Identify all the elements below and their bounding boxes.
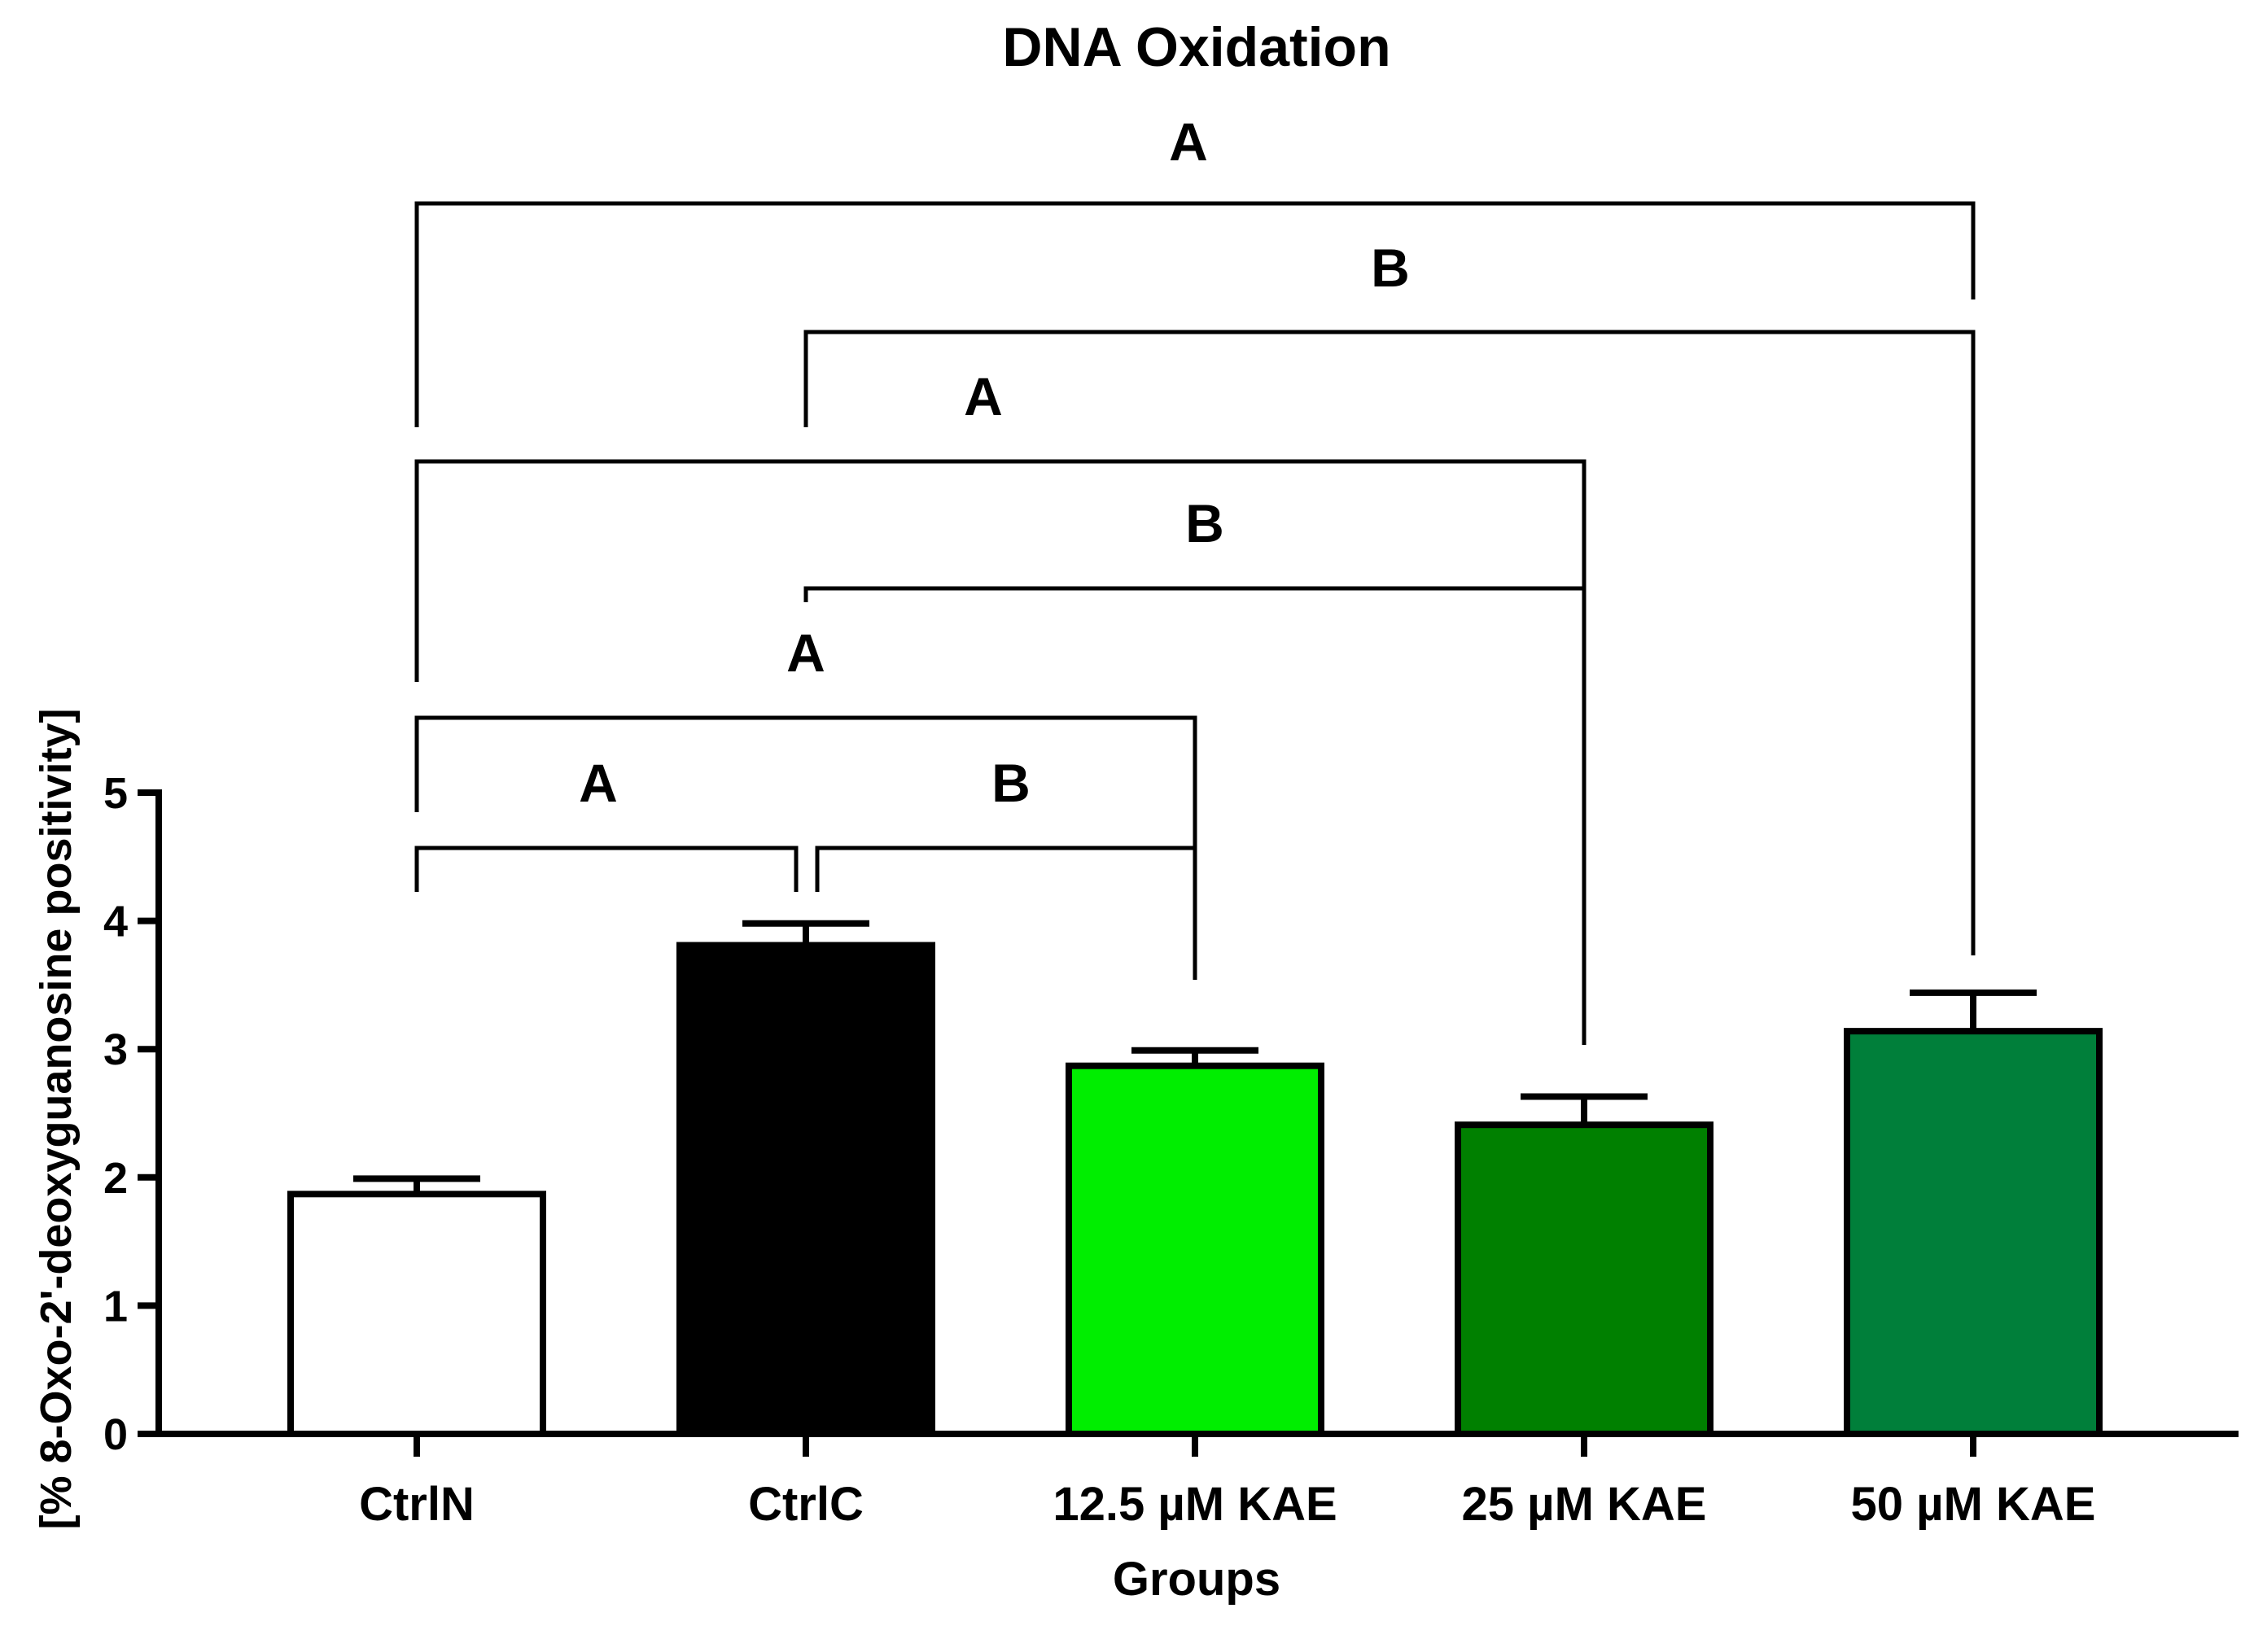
bracket-line — [414, 715, 1197, 980]
bracket-line — [414, 846, 799, 892]
bracket-line — [414, 201, 1976, 427]
bar-group — [1844, 989, 2103, 1437]
bar — [287, 1191, 546, 1437]
bracket-label: A — [1169, 111, 1208, 172]
bar — [1455, 1121, 1713, 1437]
x-axis-label: Groups — [1113, 1553, 1280, 1606]
bracket-label: B — [1371, 238, 1410, 298]
bar — [1844, 1028, 2103, 1437]
bar-group — [1455, 1093, 1713, 1437]
y-tick-label: 1 — [103, 1282, 128, 1331]
bracket-line — [414, 459, 1587, 1045]
x-tick-label: CtrlC — [748, 1478, 864, 1531]
chart-title: DNA Oxidation — [1002, 16, 1390, 78]
significance-bracket: A — [414, 111, 1976, 427]
bracket-label: B — [1185, 493, 1224, 553]
y-tick-label: 0 — [103, 1410, 128, 1459]
plot-area: 0 1 2 3 4 5 CtrlN CtrlC 12.5 µM KAE 25 µM KAE 50 µ… — [103, 111, 2239, 1531]
significance-bracket: A — [414, 366, 1587, 1045]
y-tick-label: 5 — [103, 769, 128, 818]
significance-bracket: B — [803, 238, 1976, 955]
y-axis-label: [% 8-Oxo-2'-deoxyguanosine positivity] — [32, 709, 81, 1530]
y-tick-label: 3 — [103, 1025, 128, 1074]
y-tick-label: 4 — [103, 898, 128, 946]
bar-group — [1066, 1047, 1324, 1437]
significance-bracket: A — [414, 623, 1197, 980]
significance-bracket: A — [414, 753, 799, 892]
bracket-label: B — [991, 753, 1031, 813]
bracket-label: A — [964, 366, 1003, 426]
y-tick-label: 2 — [103, 1154, 128, 1203]
bracket-label: A — [786, 623, 825, 683]
bar — [1066, 1062, 1324, 1437]
x-tick-label: 25 µM KAE — [1462, 1478, 1707, 1531]
bracket-line — [803, 330, 1976, 955]
bar-group — [287, 1175, 546, 1437]
bracket-label: A — [579, 753, 618, 813]
x-tick-label: 50 µM KAE — [1851, 1478, 2096, 1531]
x-tick-label: CtrlN — [359, 1478, 475, 1531]
x-tick-label: 12.5 µM KAE — [1053, 1478, 1337, 1531]
bar-group — [676, 920, 935, 1437]
bar — [676, 942, 935, 1437]
